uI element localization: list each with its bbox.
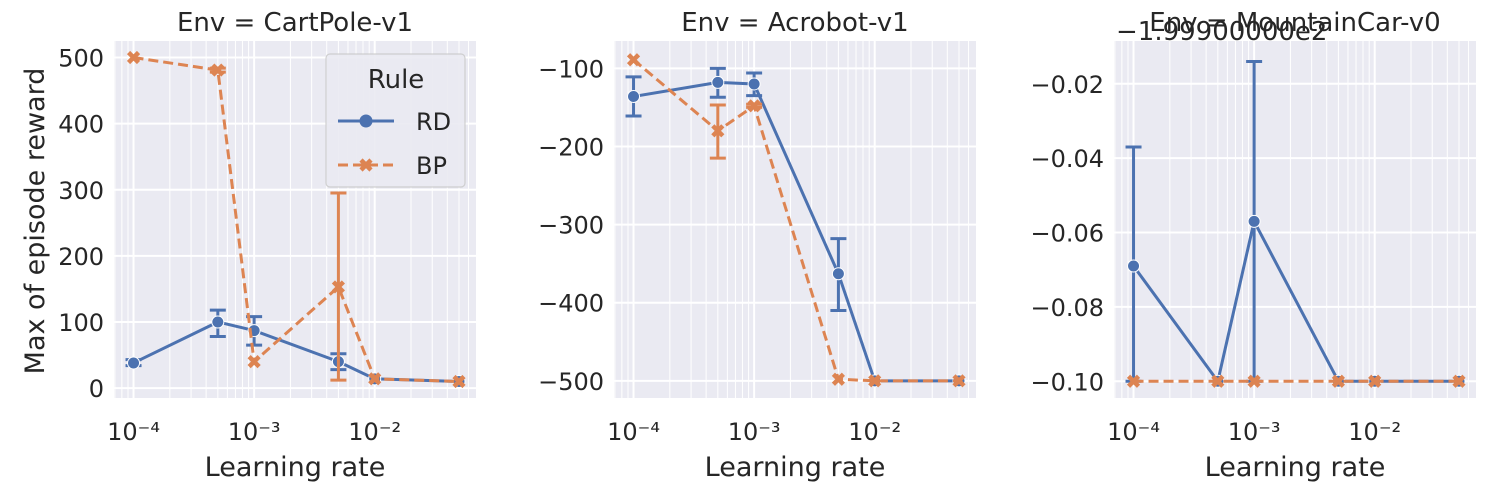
y-tick-label: −100 (538, 55, 604, 83)
y-axis-label: Max of episode reward (20, 68, 51, 375)
series-BP (1126, 374, 1466, 388)
chart-panel-2: 10⁻⁴ 10⁻³ 10⁻² −500 −400 −300 −200 −100 Env = Ac… (538, 8, 976, 483)
data-point (127, 356, 141, 370)
y-offset-text: −1.99900000e2 (1116, 17, 1327, 47)
data-point (626, 53, 641, 67)
legend-title: Rule (368, 65, 425, 95)
plot-area (614, 41, 976, 398)
data-point (1127, 259, 1141, 273)
chart-title: Env = Acrobot-v1 (681, 8, 908, 38)
x-axis-label: Learning rate (1205, 452, 1386, 483)
y-tick-label: −200 (538, 133, 604, 161)
x-tick-label: 10⁻² (1348, 418, 1401, 446)
y-tick-label: 100 (58, 309, 104, 337)
data-point (868, 374, 882, 388)
y-tick-label: −400 (538, 290, 604, 318)
legend-marker (359, 114, 373, 128)
data-point (747, 99, 761, 113)
y-tick-label: 400 (58, 111, 104, 139)
y-tick-label: −300 (538, 212, 604, 240)
x-tick-label: 10⁻⁴ (607, 418, 660, 446)
chart-title: Env = CartPole-v1 (177, 8, 413, 38)
series-line (133, 56, 460, 383)
data-point (1247, 374, 1261, 388)
y-tick-label: −0.02 (1030, 71, 1104, 99)
data-point (452, 374, 466, 389)
y-tick-label: 300 (58, 177, 104, 205)
x-tick-label: 10⁻² (348, 418, 401, 446)
data-point (831, 372, 845, 386)
data-point (627, 89, 641, 103)
data-point (952, 374, 966, 388)
y-tick-label: 200 (58, 243, 104, 271)
series-line (633, 80, 959, 383)
legend-marker (359, 158, 373, 172)
data-point (711, 75, 725, 89)
data-point (368, 372, 382, 386)
data-point (331, 280, 345, 294)
data-point (211, 63, 225, 77)
chart-panel-1: 10⁻⁴ 10⁻³ 10⁻² 0 100 200 300 400 500 Env = CartPo… (58, 8, 476, 483)
data-point (1368, 374, 1382, 388)
y-tick-label: 0 (89, 375, 104, 403)
legend-box (325, 53, 466, 188)
x-tick-label: 10⁻⁴ (107, 418, 160, 446)
data-point (1247, 214, 1261, 228)
data-point (247, 355, 261, 369)
series-line (632, 58, 959, 383)
series-RD (625, 66, 966, 388)
y-tick-label: −0.10 (1030, 368, 1104, 396)
data-point (1126, 374, 1141, 388)
data-point (747, 77, 761, 91)
x-tick-label: 10⁻³ (1228, 418, 1281, 446)
data-point (831, 267, 845, 281)
x-axis-label: Learning rate (705, 452, 886, 483)
x-tick-label: 10⁻³ (728, 418, 781, 446)
data-point (1452, 374, 1466, 388)
series-BP (626, 53, 966, 388)
legend: Rule RD BP (325, 53, 466, 188)
data-point (1211, 374, 1225, 388)
x-tick-label: 10⁻² (848, 418, 901, 446)
plot-area (1114, 41, 1476, 398)
data-point (1331, 374, 1346, 388)
chart-panel-3: 10⁻⁴ 10⁻³ 10⁻² −0.10 −0.08 −0.06 −0.04 −0.02 Env… (1030, 8, 1476, 483)
chart-title: Env = MountainCar-v0 (1149, 8, 1440, 38)
x-axis-label: Learning rate (205, 452, 386, 483)
y-tick-label: −500 (538, 368, 604, 396)
data-point (211, 315, 225, 329)
data-point (126, 50, 141, 65)
y-tick-label: −0.06 (1030, 220, 1104, 248)
y-tick-label: −0.04 (1030, 145, 1104, 173)
series-BP (126, 50, 466, 389)
y-tick-label: 500 (58, 45, 104, 73)
x-tick-label: 10⁻³ (228, 418, 281, 446)
y-tick-label: −0.08 (1030, 294, 1104, 322)
legend-label: RD (416, 108, 451, 136)
data-point (711, 124, 725, 138)
x-tick-label: 10⁻⁴ (1107, 418, 1160, 446)
legend-label: BP (416, 152, 447, 180)
